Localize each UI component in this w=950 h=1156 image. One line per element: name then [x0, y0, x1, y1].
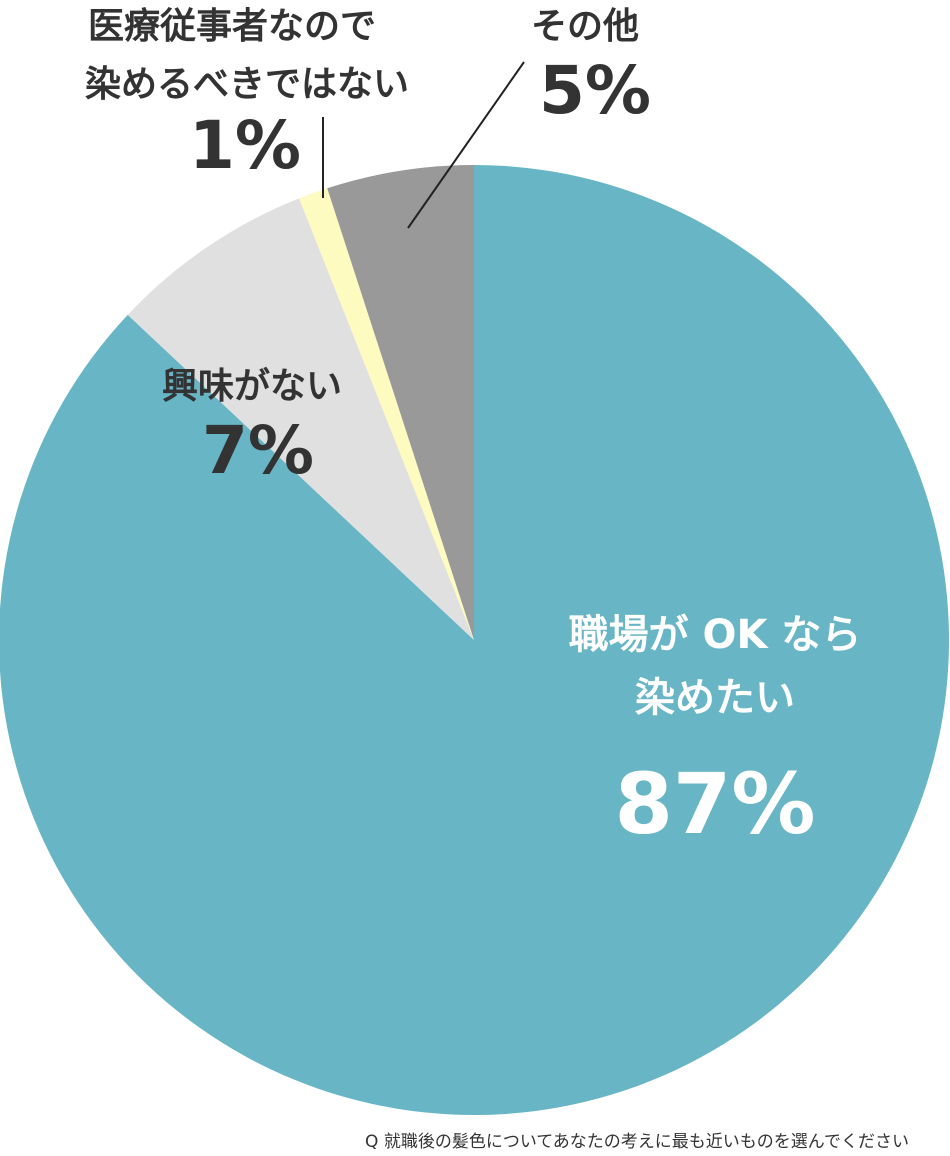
pie-slice [0, 165, 949, 1115]
pie-slice [327, 165, 474, 640]
slice-label: その他 [531, 6, 639, 47]
slice-label: 染めるべきではない [85, 64, 409, 105]
value-label: 5% [539, 52, 651, 129]
value-label: 87% [614, 755, 815, 853]
leader-line [407, 61, 525, 229]
caption: Q 就職後の髪色についてあなたの考えに最も近いものを選んでください [365, 1132, 909, 1152]
value-label: 7% [202, 412, 314, 489]
pie-slice [127, 198, 474, 640]
slice-label: 医療従事者なので [88, 6, 376, 47]
slice-label: 職場が OK なら [569, 612, 862, 658]
value-label: 1% [189, 107, 301, 184]
slice-label: 興味がない [162, 366, 342, 407]
pie-slice [299, 188, 474, 640]
slice-label: 染めたい [635, 675, 795, 721]
